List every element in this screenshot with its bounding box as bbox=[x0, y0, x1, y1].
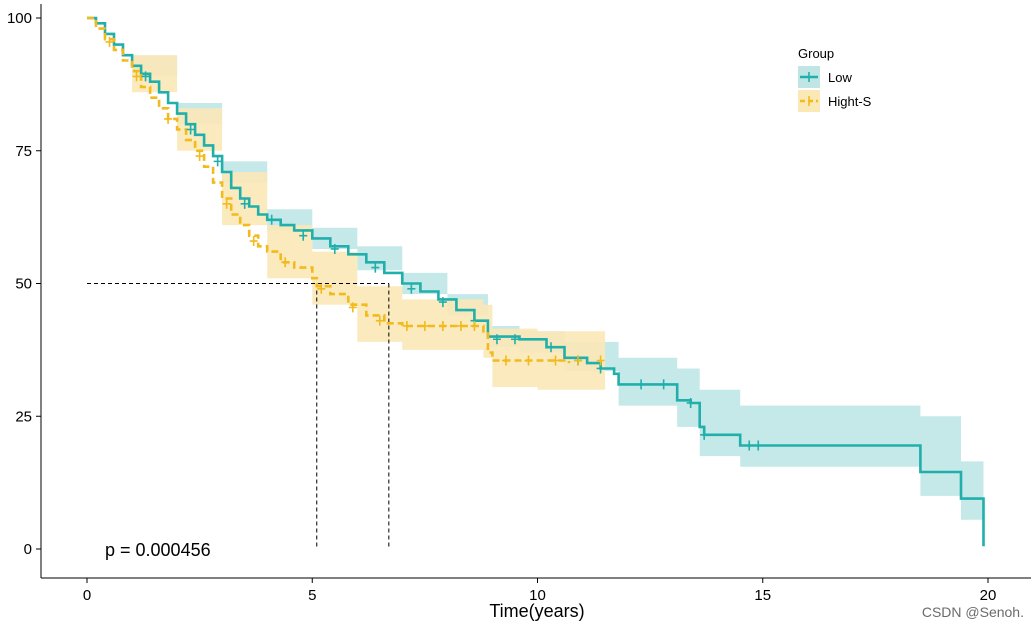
censor-mark-hight-s-1 bbox=[105, 36, 114, 47]
censor-mark-low-18 bbox=[659, 379, 668, 390]
censor-mark-hight-s-15 bbox=[470, 320, 479, 331]
censor-mark-low-8 bbox=[371, 262, 380, 273]
censor-mark-low-14 bbox=[547, 342, 556, 353]
censor-mark-hight-s-11 bbox=[402, 320, 411, 331]
censor-mark-hight-s-4 bbox=[195, 151, 204, 162]
censor-mark-low-17 bbox=[637, 379, 646, 390]
censor-mark-low-6 bbox=[299, 230, 308, 241]
censor-mark-low-20 bbox=[700, 429, 709, 440]
censor-marks bbox=[105, 36, 763, 451]
censor-mark-hight-s-5 bbox=[222, 198, 231, 209]
x-tick-label-20: 20 bbox=[980, 587, 997, 604]
censor-mark-hight-s-17 bbox=[524, 355, 533, 366]
censor-mark-hight-s-14 bbox=[456, 320, 465, 331]
censor-mark-low-10 bbox=[438, 297, 447, 308]
censor-mark-low-21 bbox=[745, 440, 754, 451]
legend-title: Group bbox=[798, 46, 834, 61]
y-tick-label-100: 100 bbox=[7, 10, 32, 27]
censor-mark-hight-s-16 bbox=[501, 355, 510, 366]
censor-mark-low-5 bbox=[267, 214, 276, 225]
y-tick-label-0: 0 bbox=[24, 541, 32, 558]
x-tick-label-0: 0 bbox=[83, 587, 91, 604]
confidence-band-hight-s bbox=[87, 18, 606, 390]
censor-mark-hight-s-8 bbox=[317, 283, 326, 294]
legend-item-low: Low bbox=[798, 66, 852, 88]
axis-ticks: 0 5 10 15 20 0 25 50 75 100 bbox=[7, 10, 996, 604]
x-tick-label-10: 10 bbox=[529, 587, 546, 604]
censor-mark-hight-s-18 bbox=[551, 355, 560, 366]
median-reference-lines bbox=[87, 283, 390, 549]
confidence-bands bbox=[87, 18, 984, 520]
p-value-annotation: p = 0.000456 bbox=[105, 540, 211, 560]
censor-mark-low-13 bbox=[510, 334, 519, 345]
y-tick-label-75: 75 bbox=[15, 143, 32, 160]
legend-item-hight-s: Hight-S bbox=[798, 90, 872, 112]
censor-mark-hight-s-13 bbox=[438, 320, 447, 331]
censor-mark-hight-s-20 bbox=[596, 355, 605, 366]
censor-mark-low-7 bbox=[330, 243, 339, 254]
censor-mark-low-1 bbox=[141, 71, 150, 82]
censor-mark-low-4 bbox=[240, 198, 249, 209]
survival-curve-hight-s bbox=[87, 16, 571, 364]
x-axis-title: Time(years) bbox=[489, 601, 584, 621]
censor-mark-hight-s-12 bbox=[420, 320, 429, 331]
legend-label-hight-s: Hight-S bbox=[828, 94, 872, 109]
y-tick-label-50: 50 bbox=[15, 276, 32, 293]
censor-mark-low-2 bbox=[186, 124, 195, 135]
censor-mark-hight-s-10 bbox=[375, 315, 384, 326]
censor-mark-low-19 bbox=[686, 397, 695, 408]
axes bbox=[40, 4, 1031, 579]
censor-mark-hight-s-3 bbox=[164, 113, 173, 124]
censor-mark-hight-s-6 bbox=[249, 236, 258, 247]
censor-mark-hight-s-19 bbox=[574, 355, 583, 366]
censor-mark-low-9 bbox=[407, 283, 416, 294]
censor-mark-hight-s-2 bbox=[132, 71, 141, 82]
censor-mark-hight-s-9 bbox=[348, 302, 357, 313]
censor-mark-hight-s-7 bbox=[281, 257, 290, 268]
x-tick-label-15: 15 bbox=[754, 587, 771, 604]
x-tick-label-5: 5 bbox=[308, 587, 316, 604]
legend: Group Low Hight-S bbox=[798, 46, 872, 112]
censor-mark-low-12 bbox=[492, 334, 501, 345]
censor-mark-low-3 bbox=[213, 156, 222, 167]
y-tick-label-25: 25 bbox=[15, 408, 32, 425]
censor-mark-low-22 bbox=[754, 440, 763, 451]
legend-label-low: Low bbox=[828, 70, 852, 85]
watermark: CSDN @Senoh. bbox=[922, 604, 1024, 620]
